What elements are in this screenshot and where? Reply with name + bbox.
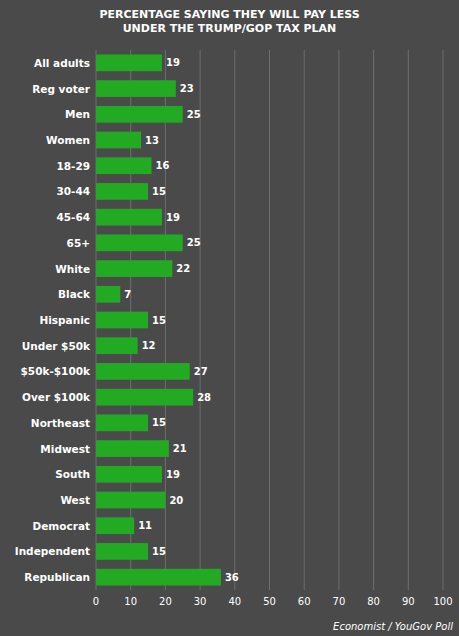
bar <box>96 157 152 174</box>
y-tick-label: 18-29 <box>56 160 90 172</box>
grid-line <box>443 50 444 590</box>
bar <box>96 312 148 329</box>
y-tick-label: Hispanic <box>39 314 90 326</box>
data-label: 15 <box>152 315 166 326</box>
data-label: 25 <box>187 109 201 120</box>
x-axis: 0 10 20 30 40 50 60 70 80 90 100 <box>93 596 453 607</box>
data-label: 19 <box>166 57 180 68</box>
data-label: 19 <box>166 212 180 223</box>
background <box>0 0 459 636</box>
bar <box>96 183 148 200</box>
data-label: 15 <box>152 186 166 197</box>
bar <box>96 286 120 303</box>
x-tick-label: 0 <box>93 596 99 607</box>
data-label: 23 <box>180 83 194 94</box>
bar <box>96 260 172 277</box>
bar <box>96 389 193 406</box>
y-tick-label: Northeast <box>31 417 90 429</box>
bar <box>96 337 138 354</box>
bar <box>96 209 162 226</box>
data-label: 21 <box>173 443 187 454</box>
y-tick-label: Over $100k <box>22 391 91 403</box>
y-tick-label: 65+ <box>67 237 90 249</box>
data-label: 25 <box>187 237 201 248</box>
title-line: PERCENTAGE SAYING THEY WILL PAY LESS <box>99 8 359 21</box>
bars <box>96 55 221 586</box>
y-tick-label: Black <box>58 288 91 300</box>
grid-line <box>200 50 201 590</box>
y-tick-label: Independent <box>15 545 90 557</box>
y-tick-label: South <box>55 468 90 480</box>
bar <box>96 415 148 432</box>
y-tick-label: All adults <box>34 57 90 69</box>
y-tick-label: Reg voter <box>32 83 91 95</box>
x-tick-label: 80 <box>367 596 380 607</box>
grid <box>96 50 443 590</box>
data-label: 13 <box>145 135 159 146</box>
bar <box>96 517 134 534</box>
x-tick-label: 100 <box>433 596 452 607</box>
bar <box>96 543 148 560</box>
y-tick-label: West <box>60 494 90 506</box>
bar <box>96 569 221 586</box>
labels: 19 All adults 23 Reg voter 25 Men 13 Women 16 18-… <box>15 57 239 583</box>
bar <box>96 132 141 149</box>
data-label: 20 <box>169 495 183 506</box>
x-tick-label: 90 <box>402 596 415 607</box>
y-tick-label: 30-44 <box>56 185 90 197</box>
data-label: 22 <box>176 263 190 274</box>
data-label: 27 <box>194 366 208 377</box>
y-tick-label: Republican <box>24 571 90 583</box>
bar <box>96 440 169 457</box>
data-label: 36 <box>225 572 239 583</box>
x-tick-label: 50 <box>263 596 276 607</box>
page: {"chart_data": {"type": "bar", "orientat… <box>0 0 459 636</box>
data-label: 19 <box>166 469 180 480</box>
bar <box>96 466 162 483</box>
bar <box>96 80 176 97</box>
grid-line <box>373 50 374 590</box>
x-tick-label: 40 <box>228 596 241 607</box>
data-label: 15 <box>152 546 166 557</box>
bar <box>96 492 165 509</box>
data-label: 28 <box>197 392 211 403</box>
y-tick-label: Democrat <box>33 520 91 532</box>
grid-line <box>234 50 235 590</box>
data-label: 16 <box>156 160 170 171</box>
x-tick-label: 20 <box>159 596 172 607</box>
y-tick-label: White <box>55 263 90 275</box>
data-label: 7 <box>124 289 131 300</box>
y-tick-label: Women <box>46 134 90 146</box>
x-tick-label: 10 <box>124 596 137 607</box>
chart: PERCENTAGE SAYING THEY WILL PAY LESSUNDE… <box>0 0 459 636</box>
grid-line <box>304 50 305 590</box>
y-tick-label: Men <box>65 108 90 120</box>
y-tick-label: Midwest <box>40 443 90 455</box>
data-label: 11 <box>138 520 152 531</box>
x-tick-label: 60 <box>298 596 311 607</box>
y-tick-label: $50k-$100k <box>21 365 91 377</box>
grid-line <box>269 50 270 590</box>
title: PERCENTAGE SAYING THEY WILL PAY LESSUNDE… <box>99 8 359 35</box>
x-tick-label: 30 <box>194 596 207 607</box>
source: Economist / YouGov Poll <box>333 621 453 632</box>
y-tick-label: Under $50k <box>22 340 91 352</box>
data-label: 12 <box>142 340 156 351</box>
x-tick-label: 70 <box>333 596 346 607</box>
bar <box>96 363 190 380</box>
grid-line <box>338 50 339 590</box>
y-tick-label: 45-64 <box>56 211 90 223</box>
grid-line <box>408 50 409 590</box>
title-line: UNDER THE TRUMP/GOP TAX PLAN <box>123 22 337 35</box>
bar <box>96 106 183 123</box>
data-label: 15 <box>152 417 166 428</box>
bar <box>96 55 162 72</box>
bar <box>96 235 183 252</box>
